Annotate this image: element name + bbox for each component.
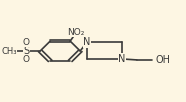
Text: N: N bbox=[118, 54, 126, 64]
Text: O: O bbox=[23, 55, 30, 64]
Text: OH: OH bbox=[156, 55, 171, 65]
Text: CH₃: CH₃ bbox=[1, 47, 17, 55]
Text: O: O bbox=[23, 38, 30, 47]
Text: S: S bbox=[23, 46, 29, 56]
Text: NO₂: NO₂ bbox=[68, 28, 85, 37]
Text: N: N bbox=[84, 37, 91, 47]
